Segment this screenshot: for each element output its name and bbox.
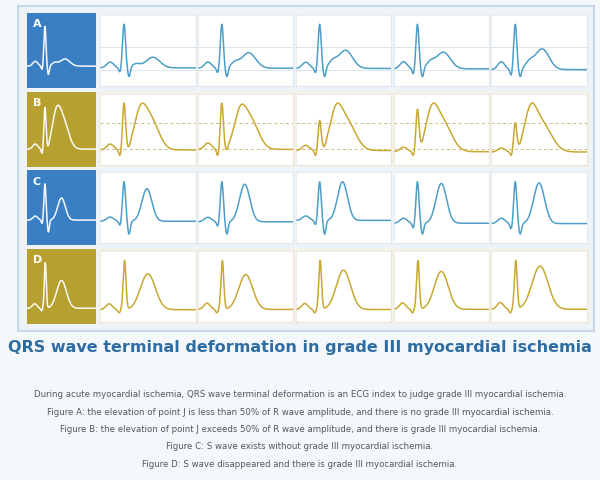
Text: Figure B: the elevation of point J exceeds 50% of R wave amplitude, and there is: Figure B: the elevation of point J excee…	[60, 424, 540, 433]
Text: C: C	[32, 176, 41, 186]
Text: B: B	[32, 98, 41, 108]
Text: Figure D: S wave disappeared and there is grade III myocardial ischemia.: Figure D: S wave disappeared and there i…	[142, 459, 458, 468]
Text: A: A	[32, 19, 41, 29]
Text: Figure A: the elevation of point J is less than 50% of R wave amplitude, and the: Figure A: the elevation of point J is le…	[47, 407, 553, 416]
Text: QRS wave terminal deformation in grade III myocardial ischemia: QRS wave terminal deformation in grade I…	[8, 339, 592, 354]
Text: D: D	[32, 255, 42, 265]
Text: Figure C: S wave exists without grade III myocardial ischemia.: Figure C: S wave exists without grade II…	[166, 442, 434, 450]
Text: During acute myocardial ischemia, QRS wave terminal deformation is an ECG index : During acute myocardial ischemia, QRS wa…	[34, 389, 566, 398]
